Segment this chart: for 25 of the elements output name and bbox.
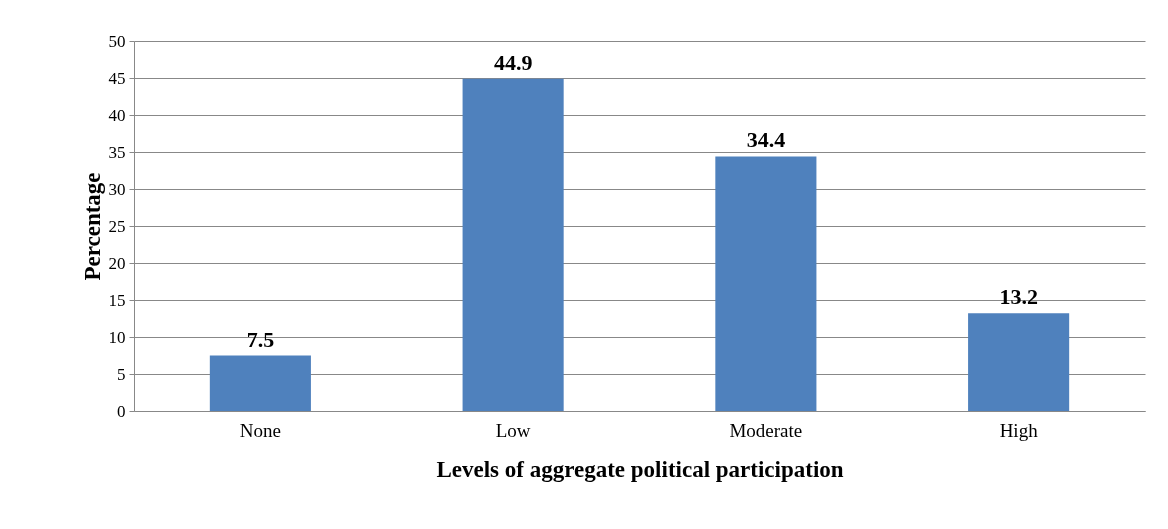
y-tick-label: 45: [108, 68, 126, 88]
data-label: 13.2: [999, 284, 1038, 310]
bar: [209, 355, 311, 411]
y-tick-label: 25: [108, 216, 126, 236]
y-tick-label: 0: [117, 401, 126, 421]
y-tick-label: 10: [108, 327, 126, 347]
x-tick-label: Moderate: [729, 419, 803, 441]
bar: [462, 78, 564, 411]
data-label: 44.9: [493, 49, 533, 75]
bar: [968, 313, 1070, 411]
bar: [715, 156, 817, 411]
y-tick-label: 50: [108, 31, 126, 51]
y-tick-label: 40: [108, 105, 126, 125]
y-tick-label: 30: [108, 179, 126, 199]
y-tick-label: 35: [108, 142, 126, 162]
y-tick-label: 15: [108, 290, 126, 310]
x-tick-label: High: [999, 419, 1039, 441]
x-tick-label: Low: [495, 419, 531, 441]
data-label: 34.4: [746, 127, 786, 153]
y-axis-title: Percentage: [79, 172, 105, 281]
data-label: 7.5: [246, 326, 275, 352]
y-tick-label: 20: [108, 253, 126, 273]
x-tick-label: None: [239, 419, 281, 441]
x-axis-title: Levels of aggregate political participation: [436, 456, 844, 482]
y-tick-label: 5: [117, 364, 126, 384]
